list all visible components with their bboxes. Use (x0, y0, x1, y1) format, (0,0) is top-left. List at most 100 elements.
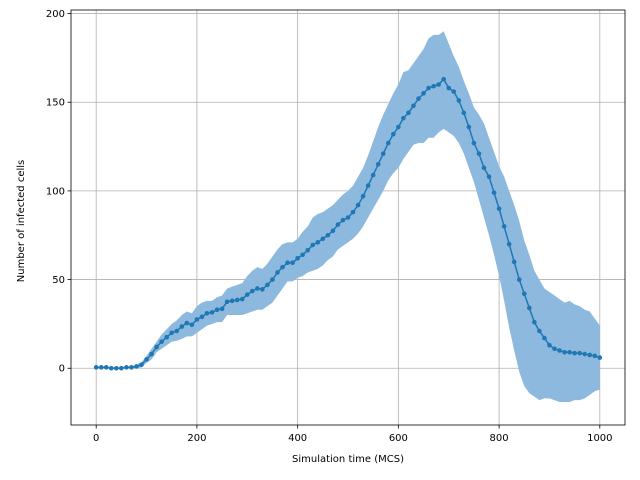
data-point (451, 89, 457, 94)
data-point (577, 350, 582, 356)
data-point (411, 103, 416, 109)
data-point (461, 110, 467, 116)
data-point (184, 320, 190, 326)
data-point (532, 319, 537, 325)
data-point (466, 124, 472, 130)
data-point (234, 297, 240, 303)
data-point (431, 83, 436, 89)
data-point (446, 85, 452, 91)
data-point (547, 342, 552, 348)
data-points (93, 76, 603, 371)
data-point (456, 98, 462, 103)
data-point (139, 362, 144, 368)
data-point (557, 348, 562, 353)
y-tick-label: 150 (46, 98, 65, 109)
data-point (597, 355, 603, 360)
data-point (285, 260, 290, 266)
x-tick-label: 0 (93, 433, 99, 444)
data-point (144, 357, 149, 362)
data-point (179, 324, 185, 329)
y-tick-label: 200 (46, 9, 65, 20)
y-tick-label: 50 (52, 275, 65, 286)
data-point (255, 286, 260, 291)
data-point (587, 352, 593, 358)
data-point (542, 335, 547, 341)
data-point (199, 314, 205, 320)
data-point (396, 124, 401, 130)
y-axis-label: Number of infected cells (16, 160, 27, 282)
data-point (295, 255, 300, 261)
data-point (204, 310, 210, 316)
x-tick-label: 200 (187, 433, 206, 444)
data-point (219, 306, 225, 312)
data-point (194, 317, 200, 322)
data-point (406, 110, 411, 116)
data-point (385, 140, 391, 146)
data-point (114, 365, 119, 371)
data-point (375, 161, 381, 167)
data-point (436, 82, 441, 87)
data-point (552, 346, 557, 352)
data-point (401, 115, 406, 121)
data-point (416, 96, 421, 101)
x-tick-label: 400 (288, 433, 307, 444)
data-point (239, 296, 245, 302)
data-point (250, 288, 255, 294)
plot-frame (70, 9, 626, 426)
data-point (491, 190, 497, 195)
data-point (481, 165, 487, 171)
data-point (154, 344, 159, 350)
data-point (572, 350, 577, 356)
data-point (134, 364, 139, 369)
data-point (124, 365, 129, 370)
data-point (260, 287, 265, 292)
data-point (360, 193, 366, 199)
data-point (537, 328, 542, 334)
data-point (300, 252, 305, 258)
data-point (582, 351, 588, 357)
data-point (119, 365, 124, 371)
data-point (567, 349, 572, 355)
data-point (270, 277, 275, 282)
data-point (380, 151, 386, 156)
data-point (335, 222, 341, 227)
data-point (159, 339, 164, 344)
data-point (501, 224, 507, 229)
data-point (189, 322, 195, 328)
data-point (350, 209, 356, 215)
data-point (486, 174, 492, 180)
data-point (214, 307, 220, 313)
data-point (516, 277, 522, 282)
data-point (511, 259, 517, 265)
data-point (315, 240, 321, 245)
data-point (496, 206, 502, 211)
data-point (129, 365, 134, 370)
x-tick-label: 800 (490, 433, 509, 444)
data-point (527, 305, 532, 311)
data-point (244, 292, 250, 297)
y-tick-label: 100 (46, 186, 65, 197)
data-point (330, 228, 336, 234)
axes-frame (67, 9, 626, 429)
data-point (229, 298, 235, 304)
data-point (290, 260, 295, 266)
data-point (476, 151, 482, 156)
data-point (471, 140, 477, 146)
data-point (98, 365, 104, 370)
data-point (169, 330, 175, 336)
x-tick-label: 600 (389, 433, 408, 444)
data-point (365, 183, 371, 188)
data-point (426, 85, 431, 91)
data-point (265, 282, 270, 288)
data-point (149, 351, 154, 357)
data-point (93, 365, 99, 370)
data-point (592, 353, 598, 359)
data-point (441, 76, 446, 82)
data-point (562, 349, 567, 355)
data-point (103, 365, 109, 370)
data-point (325, 232, 331, 238)
data-point (224, 299, 230, 305)
data-point (521, 291, 527, 297)
tick-labels: 0 200 400 600 800 1000 0 50 100 150 200 (46, 9, 613, 444)
